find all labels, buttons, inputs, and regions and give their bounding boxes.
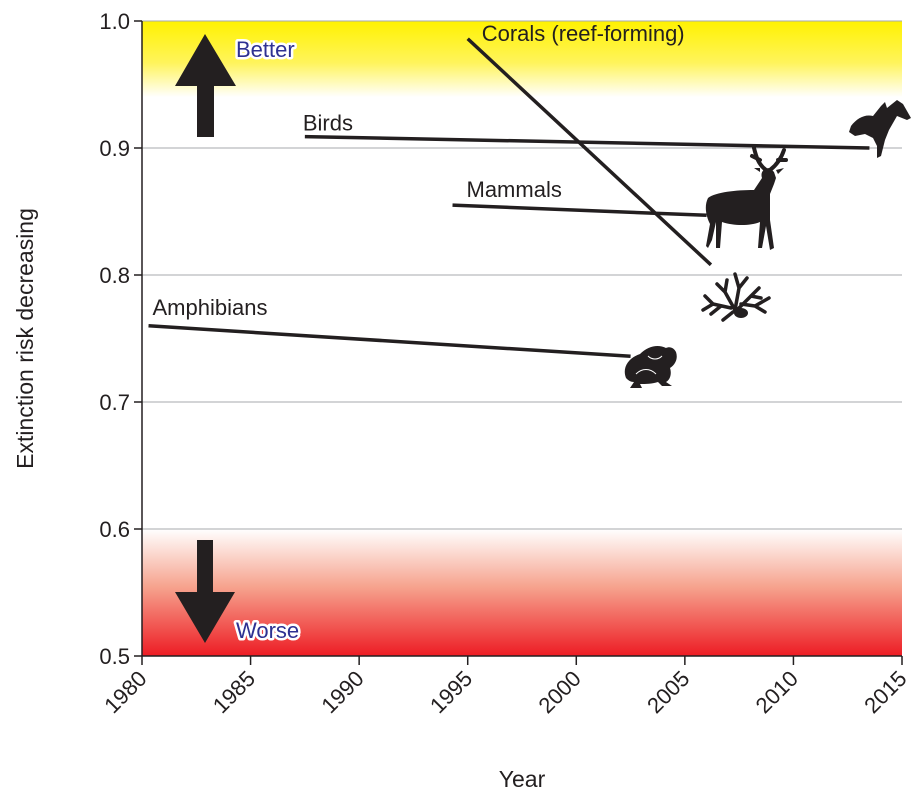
- deer-antlers: [750, 146, 788, 172]
- series-line-birds: [304, 134, 870, 150]
- x-axis-title: Year: [499, 766, 546, 792]
- x-tick-label: 1995: [425, 666, 477, 718]
- zone-label-better: Better: [236, 37, 295, 62]
- deer-ears: [754, 168, 784, 174]
- arrow-down-icon: [175, 540, 235, 643]
- deer-body: [705, 168, 776, 250]
- x-tick-label: 1990: [316, 666, 368, 718]
- axes: 0.5 0.6 0.7 0.8 0.9 1.0 1980 1985 1990 1995 2000 20…: [12, 9, 912, 792]
- frog-silhouette: [624, 346, 677, 388]
- series-label-corals-reef-forming: Corals (reef-forming): [482, 21, 685, 46]
- bird-silhouette: [849, 100, 911, 158]
- x-tick-label: 2015: [859, 666, 911, 718]
- annotations: Birds Mammals Corals (reef-forming) Amphibi…: [153, 21, 685, 646]
- x-tick-label: 2000: [534, 666, 586, 718]
- series-label-birds: Birds: [303, 111, 353, 136]
- species-icons: [624, 100, 911, 388]
- y-tick-label: 0.5: [99, 644, 130, 669]
- x-tick-label: 1985: [208, 666, 260, 718]
- coral-branches: [701, 272, 771, 322]
- x-tick-label: 2005: [642, 666, 694, 718]
- bird-icon: [849, 100, 911, 158]
- deer-icon: [705, 146, 788, 250]
- x-tick-label: 2010: [751, 666, 803, 718]
- y-tick-label: 1.0: [99, 9, 130, 34]
- frog-detail: [635, 355, 663, 375]
- arrow-up-icon: [175, 34, 236, 137]
- zone-worse: [142, 529, 902, 656]
- y-axis-title: Extinction risk decreasing: [12, 208, 38, 469]
- y-tick-label: 0.7: [99, 390, 130, 415]
- series-label-mammals: Mammals: [467, 177, 562, 202]
- series-lines: [148, 37, 870, 359]
- x-tick-label: 1980: [99, 666, 151, 718]
- gridlines: [142, 20, 902, 530]
- series-line-corals-reef-forming: [466, 37, 713, 267]
- zone-label-worse: Worse: [236, 618, 299, 643]
- frog-icon: [624, 346, 677, 388]
- coral-icon: [701, 272, 771, 322]
- y-tick-label: 0.9: [99, 136, 130, 161]
- series-label-amphibians: Amphibians: [153, 295, 268, 320]
- y-tick-label: 0.8: [99, 263, 130, 288]
- risk-zones: [142, 21, 902, 656]
- series-line-amphibians: [148, 324, 631, 359]
- coral-base: [734, 308, 748, 318]
- series-line-mammals: [452, 203, 707, 218]
- zone-better: [142, 21, 902, 98]
- y-tick-label: 0.6: [99, 517, 130, 542]
